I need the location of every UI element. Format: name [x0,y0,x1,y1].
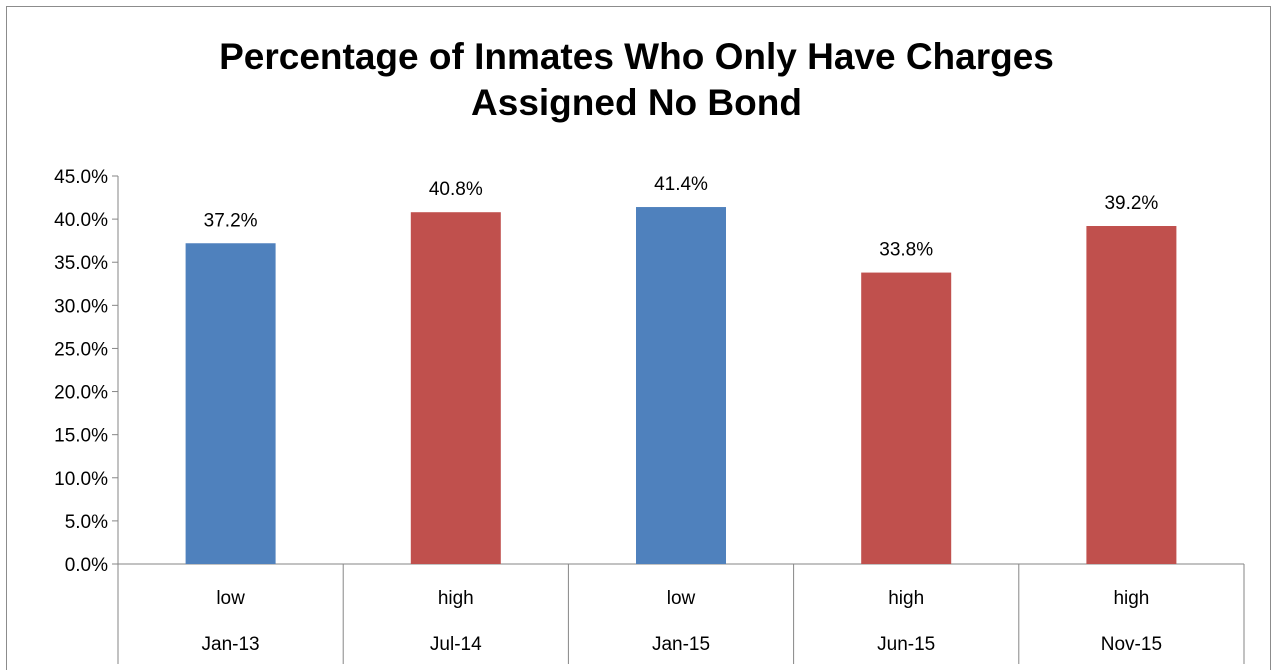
chart-frame [6,6,1271,670]
bar [410,212,501,565]
y-tick-label: 40.0% [54,210,108,231]
bar [636,207,726,565]
data-label: 37.2% [204,210,258,231]
bar [1086,226,1177,564]
x-category-label: Jul-14 [430,634,482,655]
y-tick-label: 45.0% [54,167,108,188]
x-category-label: Nov-15 [1101,634,1162,655]
y-tick-label: 5.0% [65,512,108,533]
y-tick-label: 25.0% [54,339,108,360]
chart-title-line-2: Assigned No Bond [471,82,802,123]
bar [861,272,952,564]
x-category-label: Jan-15 [652,634,710,655]
x-subcategory-label: high [438,588,474,609]
y-tick-label: 15.0% [54,426,108,447]
bar [185,243,276,564]
x-category-label: Jan-13 [202,634,260,655]
x-subcategory-label: low [667,588,696,609]
x-subcategory-label: low [216,588,245,609]
y-tick-label: 20.0% [54,383,108,404]
chart-title-line-1: Percentage of Inmates Who Only Have Char… [219,36,1054,77]
data-label: 40.8% [429,179,483,200]
x-subcategory-label: high [888,588,924,609]
data-label: 33.8% [879,240,933,261]
y-tick-label: 0.0% [65,555,108,576]
y-tick-label: 10.0% [54,469,108,490]
x-subcategory-label: high [1113,588,1149,609]
y-tick-label: 35.0% [54,253,108,274]
chart-title: Percentage of Inmates Who Only Have Char… [0,34,1273,126]
x-category-label: Jun-15 [877,634,935,655]
data-label: 41.4% [654,174,708,195]
data-label: 39.2% [1104,193,1158,214]
y-tick-label: 30.0% [54,296,108,317]
